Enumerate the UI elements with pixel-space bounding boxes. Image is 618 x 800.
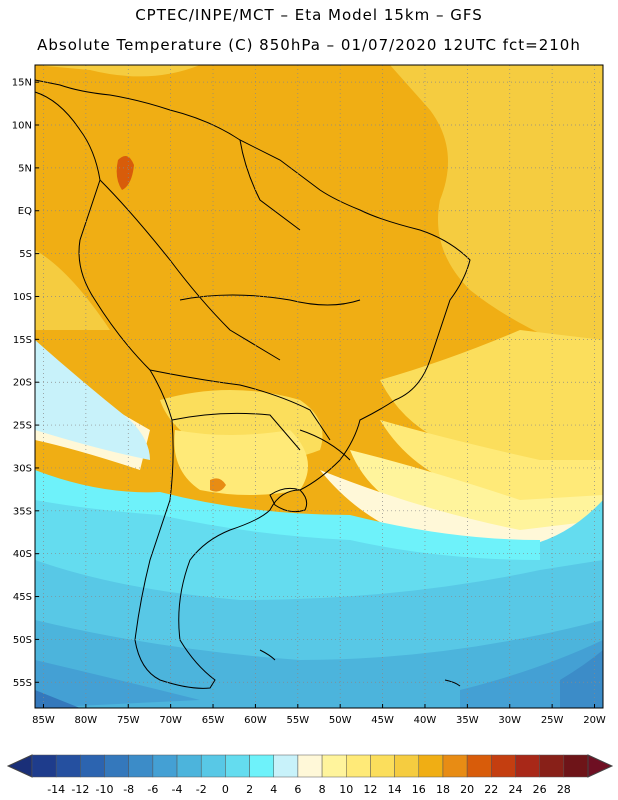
colorbar-tick-label: 8 [319,783,326,796]
gridlines [35,65,603,708]
colorbar-tick-label: -6 [147,783,158,796]
colorbar-tick-label: -8 [123,783,134,796]
colorbar-swatch [394,754,420,778]
lat-label: 5S [19,249,32,260]
lon-label: 85W [32,715,55,726]
lat-label: 15S [13,335,32,346]
colorbar-high-arrow [587,754,614,778]
lon-label: 80W [75,715,98,726]
lat-label: 35S [13,506,32,517]
colorbar-swatch [152,754,178,778]
colorbar-swatch [80,754,105,778]
colorbar-swatch [491,754,516,778]
lat-label: 50S [13,635,32,646]
lon-label: 55W [286,715,309,726]
lon-label: 65W [202,715,225,726]
colorbar-swatch [128,754,154,778]
latitude-labels: 15N 10N 5N EQ 5S 10S 15S 20S 25S 30S 35S 40S 45S 50S 5… [12,78,39,689]
colorbar-swatch [104,754,129,778]
colorbar-swatch [297,754,323,778]
colorbar-tick-label: 4 [270,783,277,796]
colorbar-swatch [321,754,347,778]
lat-label: EQ [18,206,32,217]
lon-label: 20W [583,715,606,726]
colorbar-tick-label: 0 [222,783,229,796]
lat-label: 5N [18,163,32,174]
colorbar-tick-label: 6 [294,783,301,796]
colorbar-swatch [346,754,371,778]
lat-label: 30S [13,463,32,474]
colorbar-swatch [55,754,81,778]
map-frame [34,64,604,709]
colorbar [6,754,614,778]
colorbar-tick-label: 10 [339,783,353,796]
lat-label: 10N [12,121,32,132]
colorbar-swatch [31,754,57,778]
colorbar-tick-label: 24 [508,783,522,796]
colorbar-swatch [249,754,274,778]
colorbar-swatch [176,754,202,778]
colorbar-tick-label: 12 [363,783,377,796]
map-subtitle: Absolute Temperature (C) 850hPa – 01/07/… [37,36,581,54]
colorbar-tick-label: 22 [484,783,498,796]
colorbar-tick-label: 14 [388,783,402,796]
lon-label: 60W [244,715,267,726]
colorbar-swatch [370,754,395,778]
lon-label: 35W [456,715,479,726]
colorbar-tick-label: 28 [557,783,571,796]
lon-label: 45W [371,715,394,726]
lat-label: 25S [13,421,32,432]
colorbar-swatch [563,754,589,778]
colorbar-tick-label: 20 [460,783,474,796]
lat-label: 45S [13,592,32,603]
lat-label: 10S [13,292,32,303]
lat-label: 15N [12,78,32,89]
map-title: CPTEC/INPE/MCT – Eta Model 15km – GFS [135,6,483,24]
colorbar-swatch [418,754,444,778]
colorbar-swatch [515,754,540,778]
coastlines [34,79,471,689]
lon-label: 25W [541,715,564,726]
colorbar-swatch [273,754,299,778]
colorbar-tick-label: 16 [412,783,426,796]
colorbar-tick-labels: -14 -12 -10 -8 -6 -4 -2 0 2 4 6 8 10 12 14 16 18 20 22 24 26… [47,783,571,796]
colorbar-tick-label: -4 [172,783,183,796]
lat-label: 40S [13,549,32,560]
colorbar-tick-label: 26 [533,783,547,796]
lon-label: 75W [117,715,140,726]
lat-label: 55S [13,678,32,689]
colorbar-tick-label: 18 [436,783,450,796]
colorbar-tick-label: 2 [246,783,253,796]
colorbar-tick-label: -12 [71,783,89,796]
colorbar-swatch [225,754,250,778]
temperature-field [35,65,603,708]
lon-label: 70W [159,715,182,726]
lon-label: 30W [498,715,521,726]
colorbar-swatch [539,754,565,778]
lon-label: 40W [414,715,437,726]
colorbar-swatch [200,754,226,778]
colorbar-tick-label: -14 [47,783,65,796]
longitude-labels: 85W 80W 75W 70W 65W 60W 55W 50W 45W 40W 35W 30W 25W 2… [32,704,606,726]
colorbar-swatch [442,754,468,778]
lat-label: 20S [13,378,32,389]
colorbar-tick-label: -2 [196,783,207,796]
colorbar-low-arrow [6,754,33,778]
lon-label: 50W [329,715,352,726]
colorbar-swatch [466,754,492,778]
colorbar-tick-label: -10 [96,783,114,796]
